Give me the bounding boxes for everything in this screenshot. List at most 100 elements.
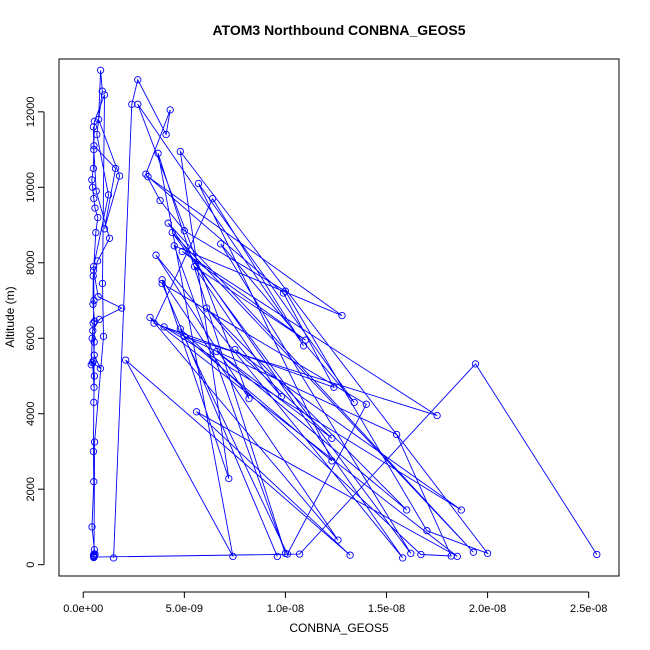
data-point: [328, 434, 336, 442]
data-point: [118, 304, 126, 312]
data-point: [109, 554, 118, 562]
data-point: [142, 170, 150, 178]
data-point: [99, 332, 108, 341]
data-point: [92, 228, 100, 237]
data-point: [283, 550, 292, 558]
data-point: [105, 234, 114, 242]
data-point: [90, 398, 98, 407]
data-point: [90, 338, 98, 346]
data-point: [89, 266, 98, 274]
x-tick-label: 2.5e-08: [570, 603, 607, 615]
data-point: [100, 225, 109, 233]
data-point: [176, 325, 184, 333]
data-point: [154, 149, 162, 157]
y-tick-label: 12000: [25, 97, 37, 128]
data-point: [399, 554, 407, 562]
data-point: [164, 219, 172, 227]
data-point: [96, 364, 105, 373]
data-point: [89, 123, 98, 131]
data-point: [160, 323, 168, 331]
data-point: [168, 228, 176, 237]
data-point: [213, 347, 221, 356]
data-point: [89, 300, 97, 308]
data-point: [392, 430, 401, 439]
data-point: [88, 523, 96, 531]
data-point: [471, 360, 480, 368]
series-line: [90, 70, 598, 558]
data-point: [593, 550, 601, 559]
data-point: [146, 313, 154, 322]
data-point: [231, 345, 239, 354]
data-point: [301, 336, 310, 344]
data-point: [330, 383, 338, 391]
data-point: [90, 553, 98, 561]
x-tick-label: 2.0e-08: [469, 603, 506, 615]
data-point: [447, 552, 455, 560]
data-point: [194, 179, 203, 188]
data-point: [158, 276, 166, 284]
data-point: [403, 506, 411, 514]
data-point: [94, 293, 102, 301]
data-point: [144, 173, 152, 181]
y-tick-label: 6000: [25, 326, 37, 350]
data-point: [90, 317, 99, 325]
data-point: [162, 130, 170, 139]
data-point: [95, 315, 104, 324]
data-point: [423, 527, 431, 535]
data-point: [407, 549, 415, 558]
data-point: [98, 87, 106, 95]
data-point: [90, 372, 99, 380]
data-point: [88, 176, 96, 184]
x-axis-label: CONBNA_GEOS5: [289, 621, 389, 635]
data-point: [134, 76, 142, 84]
series-line: [113, 78, 489, 559]
chart-title: ATOM3 Northbound CONBNA_GEOS5: [212, 22, 465, 38]
data-point: [346, 551, 354, 559]
data-point: [279, 289, 288, 297]
data-point: [180, 227, 188, 235]
data-point: [281, 287, 290, 295]
data-point: [245, 394, 253, 403]
data-point: [150, 319, 158, 327]
series-layer: [87, 66, 601, 562]
y-axis: 0 2000 4000 6000 8000 10000 12000: [25, 97, 45, 568]
data-point: [134, 100, 142, 108]
data-point: [89, 319, 97, 327]
x-axis: 0.0e+00 5.0e-09 1.0e-08 1.5e-08 2.0e-08 2.5e-…: [63, 591, 607, 615]
data-point: [457, 506, 465, 514]
data-point: [217, 240, 225, 248]
plot-frame: [58, 58, 620, 577]
data-point: [94, 213, 102, 222]
data-point: [90, 117, 99, 125]
data-point: [469, 548, 478, 556]
data-point: [152, 251, 160, 259]
data-point: [328, 457, 336, 465]
data-point: [91, 204, 99, 212]
x-tick-label: 5.0e-09: [166, 603, 203, 615]
x-tick-label: 0.0e+00: [63, 603, 103, 615]
data-point: [89, 327, 97, 335]
data-point: [334, 536, 342, 544]
data-point: [362, 400, 370, 408]
data-point: [122, 356, 130, 364]
y-tick-label: 2000: [25, 477, 37, 501]
data-point: [93, 257, 102, 265]
data-point: [115, 172, 124, 180]
data-point: [170, 242, 178, 250]
data-point: [229, 552, 237, 561]
data-point: [90, 194, 98, 203]
data-point: [90, 296, 98, 305]
data-point: [89, 447, 98, 456]
data-point: [90, 142, 98, 150]
data-point: [350, 398, 358, 407]
data-point: [90, 478, 98, 486]
data-point: [295, 550, 304, 558]
data-point: [158, 279, 166, 288]
data-point: [417, 550, 425, 559]
data-point: [89, 357, 97, 365]
data-point: [104, 191, 113, 199]
data-point: [93, 130, 101, 139]
data-point: [202, 304, 211, 312]
data-point: [277, 393, 286, 401]
